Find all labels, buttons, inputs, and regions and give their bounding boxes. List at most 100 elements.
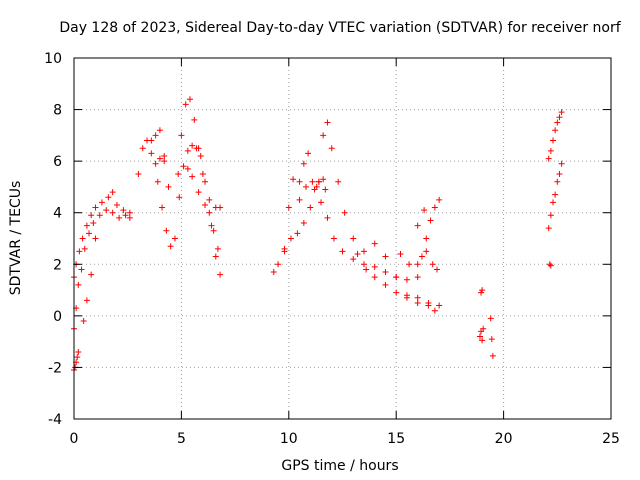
data-point [199, 171, 206, 178]
data-point [320, 132, 327, 139]
data-point [206, 196, 213, 203]
data-point [96, 212, 103, 219]
data-point [311, 186, 318, 193]
series-sat-n [315, 119, 367, 255]
data-point [165, 183, 172, 190]
data-point [414, 222, 421, 229]
series-sat-f [148, 127, 172, 190]
data-point [159, 204, 166, 211]
data-point [393, 274, 400, 281]
data-point [414, 274, 421, 281]
data-point [88, 271, 95, 278]
series-sat-m [296, 150, 337, 242]
data-point [546, 261, 553, 268]
data-point [406, 261, 413, 268]
data-point [75, 348, 82, 355]
data-point [393, 289, 400, 296]
data-point [86, 230, 93, 237]
series-sat-v [476, 287, 496, 359]
data-point [109, 209, 116, 216]
data-point [371, 274, 378, 281]
y-tick-label: 6 [53, 154, 62, 170]
data-point [186, 96, 193, 103]
data-point [547, 147, 554, 154]
data-point [126, 214, 133, 221]
y-tick-label: 8 [53, 103, 62, 119]
data-point [360, 248, 367, 255]
data-point [556, 114, 563, 121]
data-point [90, 220, 97, 227]
data-point [363, 266, 370, 273]
data-point [184, 165, 191, 172]
data-point [81, 245, 88, 252]
plot-frame [73, 57, 612, 420]
data-point [139, 145, 146, 152]
data-point [335, 178, 342, 185]
data-point [550, 137, 557, 144]
data-point [217, 271, 224, 278]
data-point [489, 352, 496, 359]
data-point [122, 212, 129, 219]
y-axis-label: SDTVAR / TECUs [8, 181, 24, 296]
data-point [88, 212, 95, 219]
data-point [322, 186, 329, 193]
series-sat-h [171, 96, 224, 242]
data-point [431, 204, 438, 211]
data-point [76, 248, 83, 255]
data-point [320, 176, 327, 183]
data-point [552, 127, 559, 134]
data-point [210, 227, 217, 234]
data-point [300, 160, 307, 167]
data-point [324, 214, 331, 221]
data-point [148, 137, 155, 144]
x-axis-label: GPS time / hours [281, 458, 398, 474]
data-point [135, 171, 142, 178]
data-point [281, 245, 288, 252]
data-point [478, 289, 485, 296]
data-point [487, 315, 494, 322]
data-point [182, 101, 189, 108]
data-point [105, 194, 112, 201]
series-sat-j [184, 165, 224, 278]
data-point [275, 261, 282, 268]
data-point [126, 209, 133, 216]
data-point [423, 235, 430, 242]
data-point [479, 337, 486, 344]
data-point [330, 235, 337, 242]
series-sat-s [414, 207, 428, 229]
series-sat-t [418, 196, 443, 260]
data-point [545, 155, 552, 162]
x-tick-label: 0 [70, 431, 79, 447]
data-point [427, 217, 434, 224]
series-sat-b [71, 189, 133, 281]
series-sat-x [545, 109, 565, 162]
series-sat-q [371, 240, 438, 314]
data-point [180, 163, 187, 170]
data-point [354, 250, 361, 257]
data-point [309, 178, 316, 185]
data-point [290, 176, 297, 183]
data-point [214, 245, 221, 252]
data-point [296, 178, 303, 185]
data-point [403, 276, 410, 283]
data-point [315, 178, 322, 185]
x-tick-label: 15 [387, 431, 405, 447]
data-point [382, 269, 389, 276]
data-point [307, 204, 314, 211]
y-tick-label: -2 [48, 360, 62, 376]
data-point [103, 207, 110, 214]
data-point [436, 196, 443, 203]
data-point [552, 191, 559, 198]
data-point [178, 132, 185, 139]
data-point [558, 160, 565, 167]
data-point [212, 253, 219, 260]
data-point [318, 199, 325, 206]
data-point [163, 227, 170, 234]
series-sat-d [71, 348, 82, 374]
data-point [167, 243, 174, 250]
data-point [193, 145, 200, 152]
data-point [397, 250, 404, 257]
data-point [305, 150, 312, 157]
data-point [175, 171, 182, 178]
